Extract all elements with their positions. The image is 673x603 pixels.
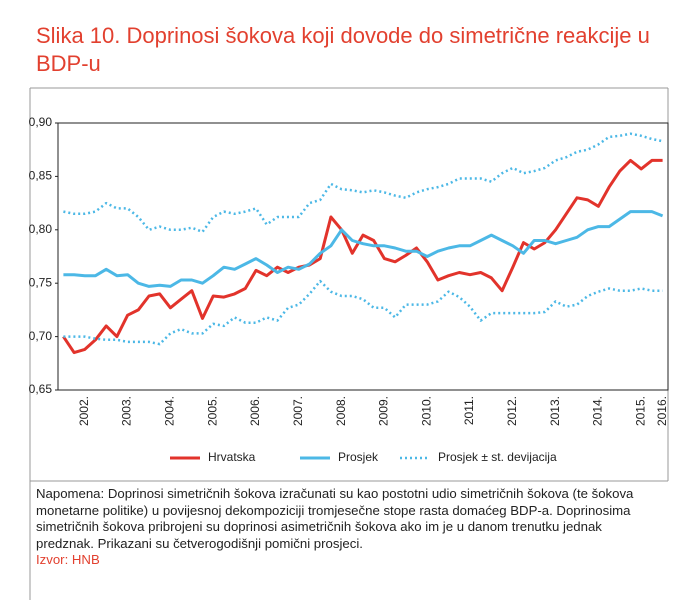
x-tick-label: 2012. (505, 396, 519, 426)
x-tick-label: 2008. (334, 396, 348, 426)
x-tick-label: 2002. (77, 396, 91, 426)
series-line (63, 279, 663, 346)
x-tick-label: 2010. (419, 396, 433, 426)
source: Izvor: HNB (36, 552, 100, 567)
x-tick-label: 2014. (591, 396, 605, 426)
plot-frame (57, 122, 669, 391)
y-tick-label: 0,75 (29, 275, 53, 289)
x-tick-label: 2013. (548, 396, 562, 426)
legend-label: Prosjek (338, 450, 379, 464)
x-tick-label: 2004. (163, 396, 177, 426)
x-tick-label: 2006. (248, 396, 262, 426)
y-tick-label: 0,70 (29, 329, 53, 343)
y-tick-label: 0,80 (29, 222, 53, 236)
y-tick-label: 0,90 (29, 115, 53, 129)
series-line (62, 158, 663, 355)
x-tick-label: 2015. (633, 396, 647, 426)
legend-label: Hrvatska (208, 450, 256, 464)
y-tick-label: 0,65 (29, 382, 53, 396)
series-line (63, 210, 664, 288)
x-tick-label: 2007. (291, 396, 305, 426)
x-tick-label: 2003. (120, 396, 134, 426)
legend-label: Prosjek ± st. devijacija (438, 450, 557, 464)
x-tick-label: 2016. (655, 396, 669, 426)
y-tick-label: 0,85 (29, 169, 53, 183)
x-tick-label: 2005. (205, 396, 219, 426)
series-line (63, 132, 663, 234)
note-text: Napomena: Doprinosi simetričnih šokova i… (36, 486, 634, 551)
note: Napomena: Doprinosi simetričnih šokova i… (36, 486, 661, 569)
x-tick-label: 2011. (462, 396, 476, 425)
chart-title: Slika 10. Doprinosi šokova koji dovode d… (36, 23, 650, 76)
x-tick-label: 2009. (377, 396, 391, 426)
